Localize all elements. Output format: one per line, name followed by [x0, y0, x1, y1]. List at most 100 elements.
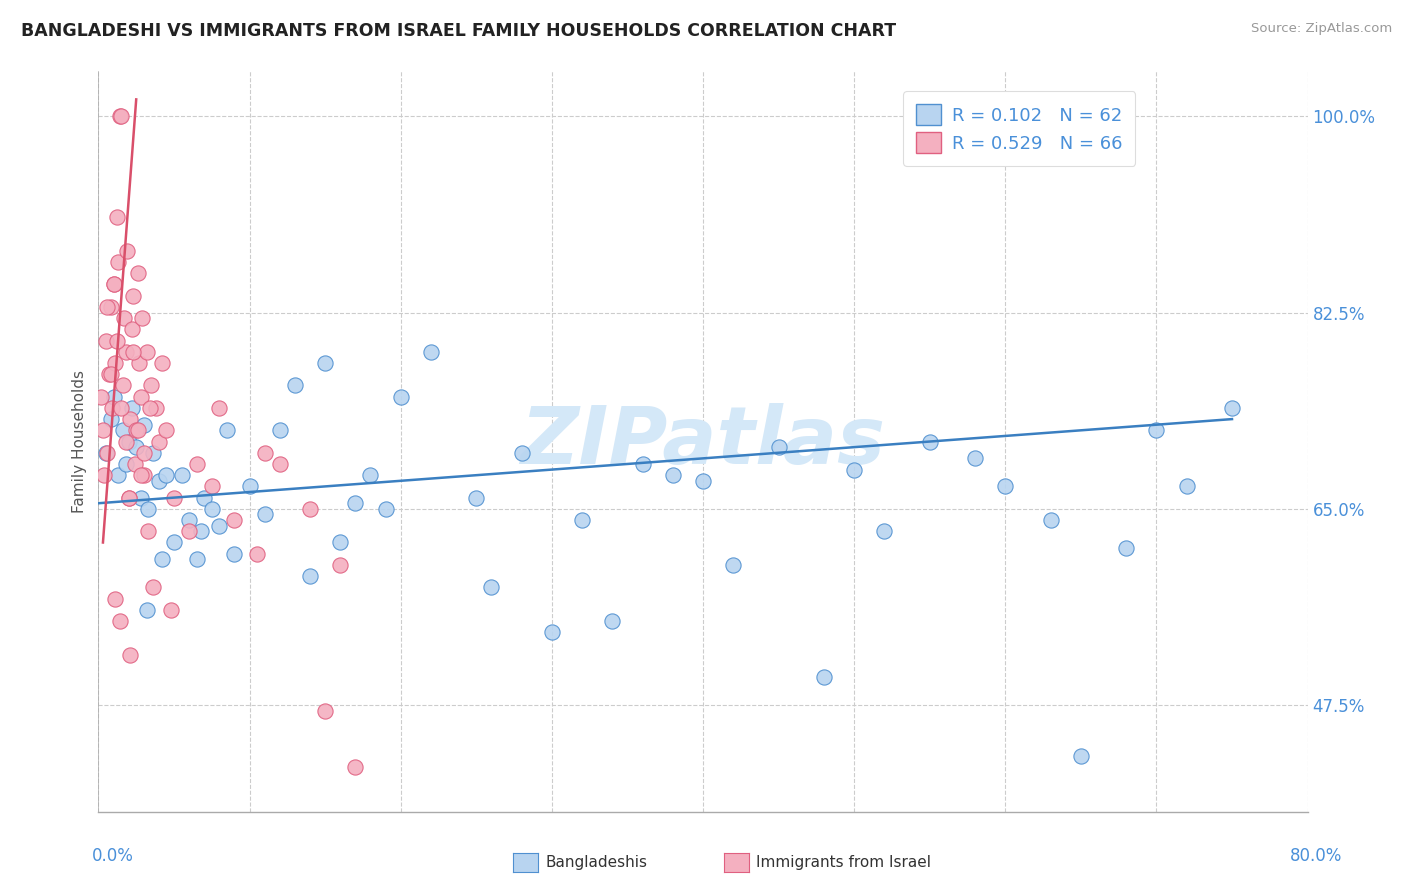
Point [481, 580, 503, 594]
Point [1220, 401, 1243, 415]
Point [224, 547, 246, 561]
Point [299, 569, 322, 583]
Point [844, 462, 866, 476]
Point [100, 368, 122, 382]
Point [124, 457, 146, 471]
Point [100, 300, 122, 314]
Point [131, 311, 153, 326]
Point [103, 390, 125, 404]
Point [110, 401, 132, 415]
Text: Immigrants from Israel: Immigrants from Israel [756, 855, 931, 870]
Point [510, 446, 533, 460]
Point [115, 244, 138, 258]
Point [118, 434, 141, 449]
Point [163, 535, 186, 549]
Point [107, 255, 129, 269]
Point [163, 491, 186, 505]
Point [1039, 513, 1062, 527]
Point [108, 109, 131, 123]
Point [540, 625, 562, 640]
Text: BANGLADESHI VS IMMIGRANTS FROM ISRAEL FAMILY HOUSEHOLDS CORRELATION CHART: BANGLADESHI VS IMMIGRANTS FROM ISRAEL FA… [21, 22, 896, 40]
Point [661, 468, 683, 483]
Point [389, 390, 412, 404]
Point [100, 412, 122, 426]
Point [329, 535, 352, 549]
Point [631, 457, 654, 471]
Point [108, 614, 131, 628]
Point [150, 552, 173, 566]
Point [186, 457, 208, 471]
Point [215, 423, 238, 437]
Point [132, 446, 155, 460]
Point [193, 491, 215, 505]
Point [155, 423, 177, 437]
Point [344, 496, 367, 510]
Point [136, 524, 159, 539]
Point [118, 491, 141, 505]
Point [314, 704, 336, 718]
Point [160, 603, 183, 617]
Point [114, 344, 136, 359]
Point [253, 508, 276, 522]
Point [224, 513, 246, 527]
Point [112, 311, 135, 326]
Point [253, 446, 276, 460]
Point [239, 479, 262, 493]
Point [103, 277, 125, 292]
Point [122, 289, 145, 303]
Point [125, 423, 148, 437]
Point [103, 277, 125, 292]
Text: Source: ZipAtlas.com: Source: ZipAtlas.com [1251, 22, 1392, 36]
Point [90, 390, 112, 404]
Point [190, 524, 212, 539]
Point [723, 558, 745, 572]
Point [314, 356, 336, 370]
Point [118, 491, 141, 505]
Point [98, 368, 121, 382]
Text: Bangladeshis: Bangladeshis [546, 855, 648, 870]
Point [1146, 423, 1168, 437]
Point [129, 468, 152, 483]
Point [142, 446, 165, 460]
Point [129, 390, 152, 404]
Point [1070, 748, 1092, 763]
Point [186, 552, 208, 566]
Point [139, 401, 162, 415]
Point [994, 479, 1017, 493]
Point [111, 378, 134, 392]
Point [465, 491, 488, 505]
Point [94, 334, 117, 348]
Point [148, 434, 170, 449]
Text: 0.0%: 0.0% [91, 847, 134, 865]
Point [121, 401, 143, 415]
Y-axis label: Family Households: Family Households [72, 370, 87, 513]
Point [132, 417, 155, 432]
Point [135, 603, 157, 617]
Point [120, 412, 142, 426]
Point [91, 423, 114, 437]
Point [107, 468, 129, 483]
Point [602, 614, 624, 628]
Point [1175, 479, 1198, 493]
Point [128, 356, 150, 370]
Point [150, 356, 173, 370]
Point [201, 479, 224, 493]
Point [121, 322, 143, 336]
Point [145, 401, 167, 415]
Point [122, 344, 145, 359]
Point [918, 434, 941, 449]
Point [344, 760, 367, 774]
Point [127, 266, 149, 280]
Point [96, 300, 118, 314]
Point [269, 423, 291, 437]
Point [374, 501, 396, 516]
Point [170, 468, 193, 483]
Point [179, 524, 201, 539]
Point [105, 210, 128, 224]
Point [246, 547, 269, 561]
Point [360, 468, 382, 483]
Point [142, 580, 165, 594]
Legend: R = 0.102   N = 62, R = 0.529   N = 66: R = 0.102 N = 62, R = 0.529 N = 66 [904, 92, 1135, 166]
Point [111, 423, 134, 437]
Point [114, 457, 136, 471]
